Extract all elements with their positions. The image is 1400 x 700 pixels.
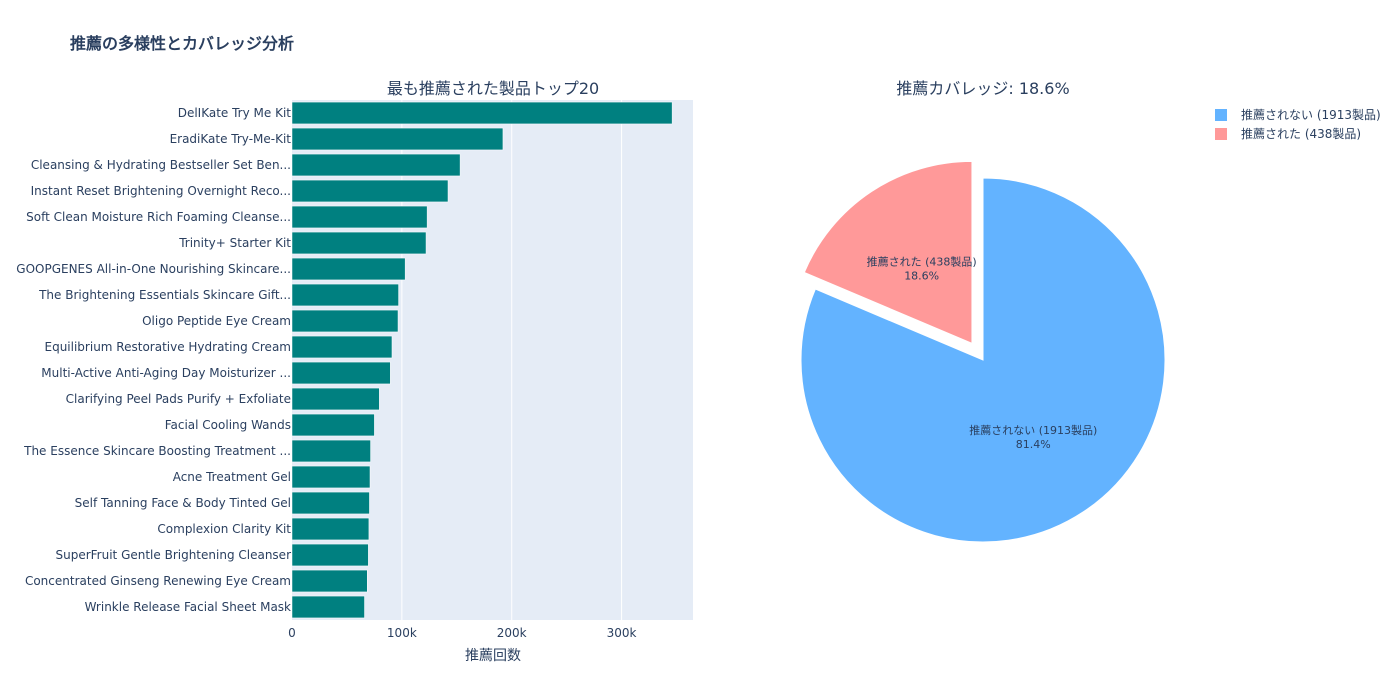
bar-category-label: Equilibrium Restorative Hydrating Cream [45,340,292,354]
pie-slice[interactable] [803,160,973,345]
legend-item-label[interactable]: 推薦された (438製品) [1241,127,1361,141]
bar[interactable] [291,231,427,255]
page-title: 推薦の多様性とカバレッジ分析 [70,34,294,53]
bar[interactable] [291,205,428,229]
bar-category-label: Trinity+ Starter Kit [178,236,291,250]
bar[interactable] [291,595,365,619]
bar-category-label: EradiKate Try-Me-Kit [170,132,292,146]
bar-category-label: Facial Cooling Wands [165,418,291,432]
legend-item-label[interactable]: 推薦されない (1913製品) [1241,108,1381,122]
bar[interactable] [291,569,368,593]
pie-slice-percent: 81.4% [1016,438,1051,451]
bar-category-label: DelIKate Try Me Kit [178,106,292,120]
pie-slice-labels: 推薦されない (1913製品)81.4% 推薦された (438製品)18.6% [867,254,1098,450]
bar-x-tick-label: 300k [607,626,637,640]
bar-chart-title: 最も推薦された製品トップ20 [387,79,599,98]
bar-category-label: SuperFruit Gentle Brightening Cleanser [55,548,291,562]
bar[interactable] [291,309,399,333]
bar[interactable] [291,465,371,489]
bar-plot-area [292,100,693,620]
bar[interactable] [291,361,391,385]
bar-x-axis-title: 推薦回数 [465,648,521,664]
pie-chart-title: 推薦カバレッジ: 18.6% [896,79,1069,98]
bar[interactable] [291,387,380,411]
bar[interactable] [291,413,375,437]
bar[interactable] [291,491,370,515]
bar-category-label: Clarifying Peel Pads Purify + Exfoliate [66,392,291,406]
bar[interactable] [291,517,370,541]
pie-chart: 推薦カバレッジ: 18.6% 推薦されない (1913製品)81.4% 推薦された… [800,79,1166,543]
pie-slice-percent: 18.6% [904,269,939,282]
bar-category-label: Self Tanning Face & Body Tinted Gel [75,496,291,510]
bar[interactable] [291,153,461,177]
bar-category-label: Concentrated Ginseng Renewing Eye Cream [25,574,291,588]
bar[interactable] [291,127,504,151]
bar-x-tick-label: 200k [497,626,527,640]
bar-x-tick-label: 100k [387,626,417,640]
bar-category-label: Oligo Peptide Eye Cream [142,314,291,328]
bar-category-label: The Essence Skincare Boosting Treatment … [23,444,291,458]
pie-slices [800,160,1166,543]
bar-category-label: GOOPGENES All-in-One Nourishing Skincare… [16,262,291,276]
pie-legend[interactable]: 推薦されない (1913製品) 推薦された (438製品) [1215,108,1381,141]
bar[interactable] [291,543,369,567]
pie-slice[interactable] [800,177,1166,543]
bar[interactable] [291,439,371,463]
bar-x-tick-label: 0 [288,626,296,640]
bar-category-label: Wrinkle Release Facial Sheet Mask [85,600,291,614]
bar[interactable] [291,283,399,307]
bar[interactable] [291,335,393,359]
bar-x-ticks: 0 100k 200k 300k [288,626,636,640]
bar-category-label: Cleansing & Hydrating Bestseller Set Ben… [31,158,291,172]
bar-category-label: Soft Clean Moisture Rich Foaming Cleanse… [26,210,291,224]
legend-swatch [1215,128,1227,140]
bar-category-label: Complexion Clarity Kit [157,522,291,536]
bar[interactable] [291,179,449,203]
pie-slice-label: 推薦されない (1913製品) [969,423,1097,437]
pie-slice-label: 推薦された (438製品) [867,254,977,268]
bar-category-label: Multi-Active Anti-Aging Day Moisturizer … [41,366,291,380]
bar-chart: 最も推薦された製品トップ20 DelIKate Try Me Kit EradiK… [16,79,693,664]
bar-series [291,101,673,619]
bar-category-label: Instant Reset Brightening Overnight Reco… [31,184,291,198]
bar-category-labels: DelIKate Try Me Kit EradiKate Try-Me-Kit C… [16,106,291,614]
bar-category-label: The Brightening Essentials Skincare Gift… [38,288,291,302]
bar-category-label: Acne Treatment Gel [173,470,291,484]
legend-swatch [1215,109,1227,121]
bar[interactable] [291,257,406,281]
bar[interactable] [291,101,673,125]
